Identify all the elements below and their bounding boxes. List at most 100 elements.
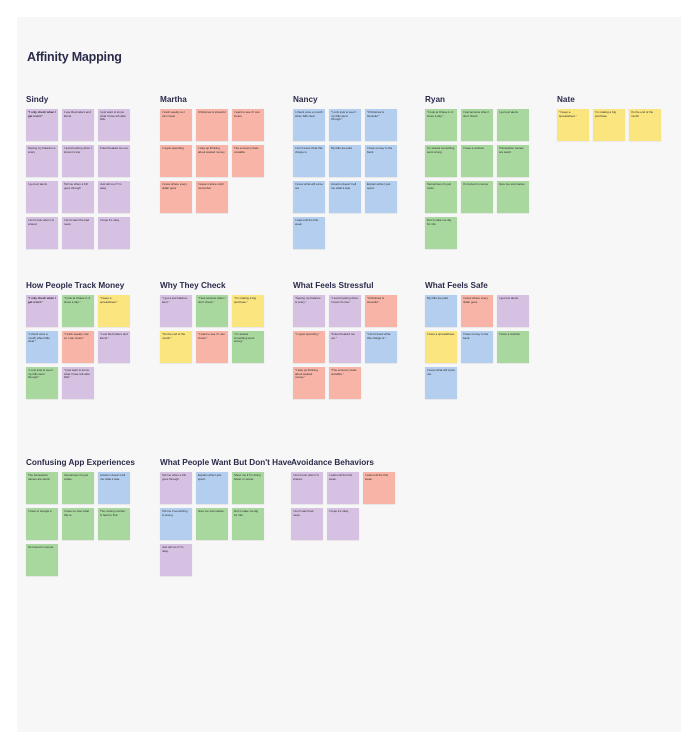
cluster-title[interactable]: Ryan [425,95,446,104]
sticky-note[interactable]: I get text alerts. [497,295,529,327]
sticky-note[interactable]: My bills are paid [329,145,361,177]
sticky-note[interactable]: I stay up thinking about wasted money [196,145,228,177]
sticky-note[interactable]: I just want to know what I have left aft… [98,109,130,141]
sticky-note[interactable]: Give me summaries. [196,508,228,540]
sticky-note[interactable]: I'm making a big purchase [593,109,625,141]
sticky-note[interactable]: I have money in the bank [365,145,397,177]
cluster-title[interactable]: Confusing App Experiences [26,458,135,467]
sticky-note[interactable]: I know where every dollar goes. [461,295,493,327]
whiteboard-canvas[interactable]: Affinity Mapping Sindy "I only check when… [17,17,681,732]
sticky-note[interactable]: Give me summaries [497,181,529,213]
sticky-note[interactable]: I don't look when I'm scared [26,217,58,249]
sticky-note[interactable]: "I use Reminders and Excel." [98,331,130,363]
sticky-note[interactable]: I check once a month when bills clear [293,109,325,141]
sticky-note[interactable]: "I keep a spreadsheet." [557,109,589,141]
sticky-note[interactable]: "Christmas is stressful." [365,295,397,327]
sticky-note[interactable]: I know where every dollar goes [160,181,192,213]
sticky-note[interactable]: "I get a low-balance alert." [160,295,192,327]
sticky-note[interactable]: I feel anxious when I don't check [461,109,493,141]
cluster-title[interactable]: Martha [160,95,187,104]
sticky-note[interactable]: I have a cushion. [497,331,529,363]
sticky-note[interactable]: "I look at Chase 2–3 times a day." [62,295,94,327]
sticky-note[interactable]: "Fraud freaked me out." [329,331,361,363]
sticky-note[interactable]: It's buried in menus [461,181,493,213]
cluster-title[interactable]: Sindy [26,95,49,104]
sticky-note[interactable]: Explain what I just spent [365,181,397,213]
sticky-note[interactable]: I get text alerts [26,181,58,213]
sticky-note[interactable]: "I stay up thinking about wasted money." [293,367,325,399]
sticky-note[interactable]: "I keep a spreadsheet." [98,295,130,327]
cluster-title[interactable]: How People Track Money [26,281,125,290]
sticky-note[interactable]: I don't know what this charge is [293,145,325,177]
sticky-note[interactable]: I have to Google it. [26,508,58,540]
sticky-note[interactable]: "Seeing my balance is scary." [293,295,325,327]
sticky-note[interactable]: Fraud freaked me out [98,145,130,177]
sticky-note[interactable]: I leave it alone until I remember [196,181,228,213]
sticky-note[interactable]: "I'm scared something went wrong." [232,331,264,363]
sticky-note[interactable]: Transaction names are weird [497,145,529,177]
sticky-note[interactable]: I don't want the bad news [62,217,94,249]
sticky-note[interactable]: "I only check when I get a text." [26,109,58,141]
sticky-note[interactable]: "I track weekly now so I can invest." [62,331,94,363]
sticky-note[interactable]: I use Reminders and Excel [62,109,94,141]
sticky-note[interactable]: The economy feels unstable [232,145,264,177]
sticky-note[interactable]: I know what will come out [293,181,325,213]
sticky-note[interactable]: "I look at Chase 2–3 times a day." [425,109,457,141]
cluster-title[interactable]: Nancy [293,95,318,104]
sticky-note[interactable]: I have no clue what this is. [62,508,94,540]
sticky-note[interactable]: I have money in the bank. [461,331,493,363]
cluster-title[interactable]: What Feels Safe [425,281,488,290]
sticky-note[interactable]: I have a cushion [461,145,493,177]
sticky-note[interactable]: "I'm making a big purchase." [232,295,264,327]
sticky-note[interactable]: Just tell me if I'm okay [98,181,130,213]
sticky-note[interactable]: Amazon doesn't tell me what it was [329,181,361,213]
sticky-note[interactable]: I wait until the first week. [327,472,359,504]
sticky-note[interactable]: "I don't know what this charge is." [365,331,397,363]
sticky-note[interactable]: I have a spreadsheet. [425,331,457,363]
sticky-note[interactable]: I wait until the first week [293,217,325,249]
sticky-note[interactable]: I track weekly so I can invest [160,109,192,141]
cluster-title[interactable]: Avoidance Behaviors [291,458,374,467]
sticky-note[interactable]: I get text alerts [497,109,529,141]
sticky-note[interactable]: Christmas is stressful [196,109,228,141]
sticky-note[interactable]: "I just want to know what I have left af… [62,367,94,399]
sticky-note[interactable]: Tell me when a bill goes through. [160,472,192,504]
sticky-note[interactable]: The routing number is hard to find. [98,508,130,540]
sticky-note[interactable]: Don't make me dig for info. [232,508,264,540]
sticky-note[interactable]: Seeing my balance is scary [26,145,58,177]
sticky-note[interactable]: "It's the end of the month." [160,331,192,363]
sticky-note[interactable]: I want to see if I can invest [232,109,264,141]
sticky-note[interactable]: "Christmas is stressful." [365,109,397,141]
sticky-note[interactable]: I wait until the first week. [363,472,395,504]
sticky-note[interactable]: Just tell me if I'm okay. [160,544,192,576]
sticky-note[interactable]: "I check once a month when bills clear." [26,331,58,363]
sticky-note[interactable]: "I regret spending." [293,331,325,363]
cluster-title[interactable]: What People Want But Don't Have [160,458,292,467]
sticky-note[interactable]: I hope it's okay. [327,508,359,540]
sticky-note[interactable]: I don't want bad news. [291,508,323,540]
sticky-note[interactable]: Sometimes it's just codes. [62,472,94,504]
sticky-note[interactable]: It's buried in menus. [26,544,58,576]
sticky-note[interactable]: Don't make me dig for info [425,217,457,249]
sticky-note[interactable]: Amazon doesn't tell me what it was. [98,472,130,504]
sticky-note[interactable]: I know what will come out. [425,367,457,399]
cluster-title[interactable]: Why They Check [160,281,226,290]
sticky-note[interactable]: Tell me when a bill goes through [62,181,94,213]
sticky-note[interactable]: Explain what I just spent. [196,472,228,504]
sticky-note[interactable]: "I want to see if I can invest." [196,331,228,363]
sticky-note[interactable]: Show me if I'm doing better or worse. [232,472,264,504]
sticky-note[interactable]: I'm scared something went wrong [425,145,457,177]
sticky-note[interactable]: "I only look to see if my bills went thr… [329,109,361,141]
cluster-title[interactable]: Nate [557,95,575,104]
sticky-note[interactable]: I regret spending [160,145,192,177]
sticky-note[interactable]: I avoid looking when I know it's low [62,145,94,177]
sticky-note[interactable]: My bills are paid. [425,295,457,327]
sticky-note[interactable]: Sometimes it's just costs [425,181,457,213]
sticky-note[interactable]: "I only check when I get a text." [26,295,58,327]
sticky-note[interactable]: The transaction names are weird. [26,472,58,504]
sticky-note[interactable]: "I only look to see if my bills went thr… [26,367,58,399]
sticky-note[interactable]: "I avoid looking when I know it's low." [329,295,361,327]
sticky-note[interactable]: Tell me if something is wrong. [160,508,192,540]
sticky-note[interactable]: "The economy feels unstable." [329,367,361,399]
sticky-note[interactable]: It's the end of the month [629,109,661,141]
